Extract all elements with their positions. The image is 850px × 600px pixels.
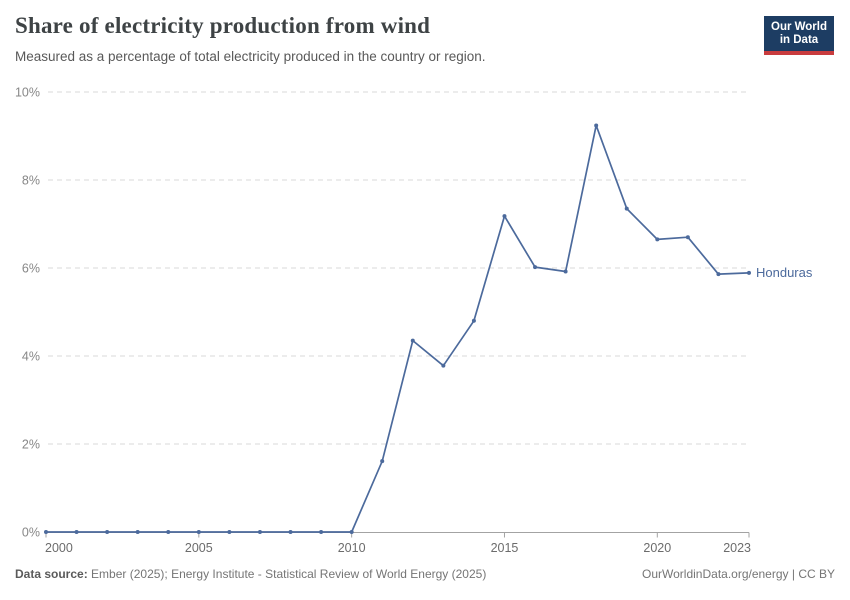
data-point-2021 xyxy=(685,235,690,240)
data-point-2013 xyxy=(441,363,446,368)
series-layer: Honduras xyxy=(44,123,813,534)
x-tick-label-2010: 2010 xyxy=(338,541,366,555)
data-point-2003 xyxy=(135,530,140,534)
chart-subtitle: Measured as a percentage of total electr… xyxy=(15,49,486,64)
chart-footer: Data source: Ember (2025); Energy Instit… xyxy=(15,567,835,581)
x-tick-label-2023: 2023 xyxy=(723,541,751,555)
data-source-note: Data source: Ember (2025); Energy Instit… xyxy=(15,567,486,581)
data-point-2005 xyxy=(196,530,201,534)
y-tick-label-0pct: 0% xyxy=(22,525,40,539)
data-point-2020 xyxy=(655,237,660,242)
data-point-2014 xyxy=(471,318,476,323)
data-point-2000 xyxy=(44,530,48,534)
axis-layer: 2000 2005 2010 2015 2020 2023 xyxy=(45,532,751,555)
data-source-text: Ember (2025); Energy Institute - Statist… xyxy=(91,567,487,581)
data-point-2009 xyxy=(319,530,324,534)
owid-logo-line1: Our World xyxy=(771,21,828,33)
series-label-honduras[interactable]: Honduras xyxy=(756,265,813,280)
data-point-2004 xyxy=(166,530,171,534)
data-point-2007 xyxy=(257,530,262,534)
y-tick-label-2pct: 2% xyxy=(22,437,40,451)
x-tick-label-2000: 2000 xyxy=(45,541,73,555)
data-point-2010 xyxy=(349,530,354,534)
data-point-2011 xyxy=(380,459,385,464)
y-tick-label-8pct: 8% xyxy=(22,173,40,187)
x-tick-label-2020: 2020 xyxy=(643,541,671,555)
data-point-2002 xyxy=(105,530,110,534)
data-point-2023 xyxy=(747,270,751,275)
data-line-honduras[interactable] xyxy=(45,124,750,533)
data-point-2015 xyxy=(502,214,507,219)
owid-logo[interactable]: Our World in Data xyxy=(764,16,834,55)
data-point-2018 xyxy=(594,123,599,128)
data-source-label: Data source: xyxy=(15,567,88,581)
y-tick-label-4pct: 4% xyxy=(22,349,40,363)
y-tick-label-6pct: 6% xyxy=(22,261,40,275)
data-point-2012 xyxy=(410,338,415,343)
x-tick-label-2005: 2005 xyxy=(185,541,213,555)
owid-logo-line2: in Data xyxy=(779,34,819,46)
data-point-2017 xyxy=(563,269,568,274)
y-tick-label-10pct: 10% xyxy=(15,85,40,99)
footer-license-link[interactable]: OurWorldinData.org/energy | CC BY xyxy=(642,567,835,581)
data-point-2016 xyxy=(533,265,538,270)
grid-layer: 0% 2% 4% 6% 8% 10% xyxy=(15,85,747,539)
data-point-2019 xyxy=(624,206,629,211)
data-point-2022 xyxy=(716,272,721,277)
x-tick-label-2015: 2015 xyxy=(491,541,519,555)
chart-title: Share of electricity production from win… xyxy=(15,13,431,38)
data-point-2008 xyxy=(288,530,293,534)
data-point-2001 xyxy=(74,530,79,534)
data-point-2006 xyxy=(227,530,232,534)
